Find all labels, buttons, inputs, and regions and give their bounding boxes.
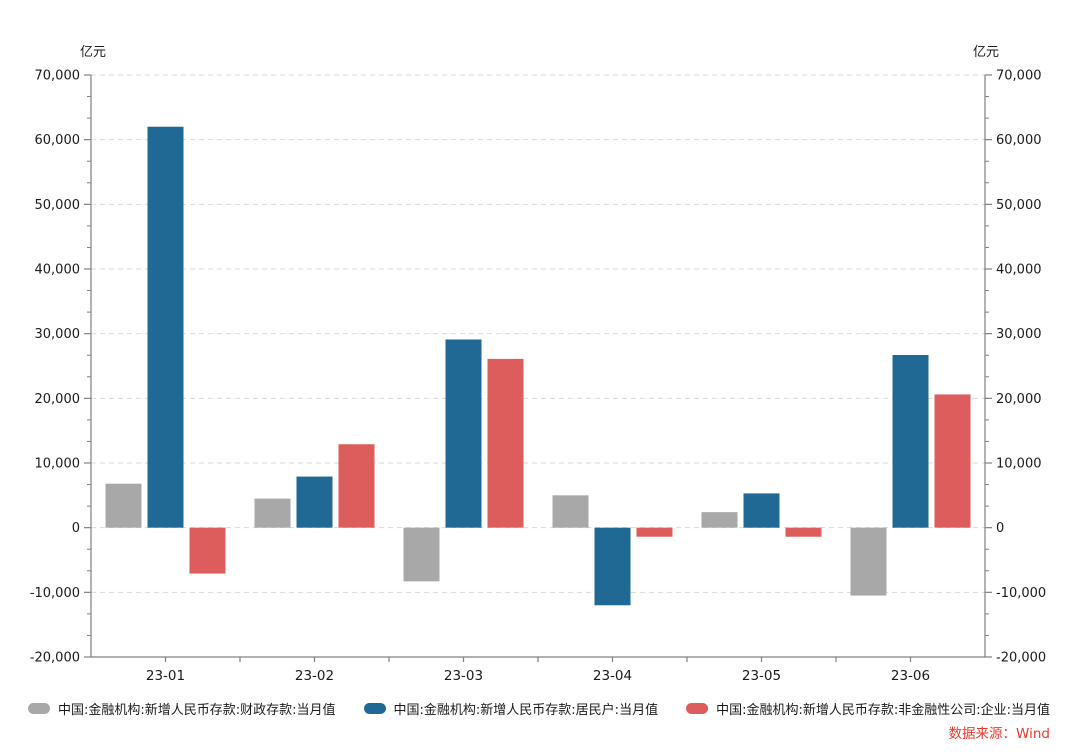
legend-item-corporate-deposits: 中国:金融机构:新增人民币存款:非金融性公司:企业:当月值 <box>686 699 1050 718</box>
y-tick-label-right: 70,000 <box>996 69 1042 84</box>
bar <box>636 527 673 537</box>
y-tick-label-left: 0 <box>72 521 80 536</box>
bar <box>552 495 589 528</box>
bar-chart: 亿元 亿元 70,000 70,000 60,000 60,000 50,000 50,0… <box>30 45 1046 685</box>
y-tick-label-left: 10,000 <box>35 457 81 472</box>
bar <box>147 126 184 528</box>
y-tick-label-right: 50,000 <box>996 198 1042 213</box>
y-tick-label-right: 10,000 <box>996 457 1042 472</box>
x-tick-label: 23-03 <box>444 668 483 684</box>
bar <box>296 476 333 528</box>
y-tick-label-left: 50,000 <box>35 198 81 213</box>
bar <box>254 498 291 528</box>
bar <box>338 444 375 528</box>
bar <box>189 527 226 574</box>
legend-swatch-fiscal <box>28 703 50 714</box>
y-tick-label-left: 40,000 <box>35 263 81 278</box>
chart-canvas: 70,000 70,000 60,000 60,000 50,000 50,000 40,0… <box>30 69 1046 685</box>
legend-swatch-corporate <box>686 703 709 714</box>
y-tick-label-left: 30,000 <box>35 327 81 342</box>
bar <box>701 512 738 528</box>
x-tick-label: 23-01 <box>146 668 185 684</box>
x-tick-label: 23-05 <box>742 668 781 684</box>
y-tick-label-right: 0 <box>996 521 1004 536</box>
bar <box>850 527 887 596</box>
bar <box>934 394 971 528</box>
y-tick-label-left: 70,000 <box>35 69 81 84</box>
legend-label-corporate: 中国:金融机构:新增人民币存款:非金融性公司:企业:当月值 <box>716 703 1050 718</box>
y-tick-label-left: -20,000 <box>30 651 80 666</box>
bar <box>594 527 631 606</box>
bar <box>785 527 822 537</box>
bar <box>105 483 142 528</box>
legend-swatch-household <box>363 703 386 714</box>
y-tick-label-right: 30,000 <box>996 327 1042 342</box>
x-tick-label: 23-04 <box>593 668 632 684</box>
bar <box>487 358 524 528</box>
y-tick-label-left: -10,000 <box>30 586 80 601</box>
bar <box>403 527 440 582</box>
bar <box>445 339 482 528</box>
y-tick-label-right: 20,000 <box>996 392 1042 407</box>
y-tick-label-right: 60,000 <box>996 133 1042 148</box>
y-tick-label-left: 60,000 <box>35 133 81 148</box>
y-axis-unit-right: 亿元 <box>973 45 1000 60</box>
y-tick-label-right: -10,000 <box>996 586 1046 601</box>
source-note: 数据来源：Wind <box>948 726 1050 742</box>
legend: 中国:金融机构:新增人民币存款:财政存款:当月值 中国:金融机构:新增人民币存款… <box>0 699 1080 718</box>
legend-label-fiscal: 中国:金融机构:新增人民币存款:财政存款:当月值 <box>58 703 336 718</box>
x-tick-label: 23-06 <box>891 668 930 684</box>
y-tick-label-right: -20,000 <box>996 651 1046 666</box>
y-tick-label-right: 40,000 <box>996 263 1042 278</box>
legend-label-household: 中国:金融机构:新增人民币存款:居民户:当月值 <box>393 703 659 718</box>
x-tick-label: 23-02 <box>295 668 334 684</box>
y-axis-unit-left: 亿元 <box>80 45 107 60</box>
bar <box>892 355 929 528</box>
bar <box>743 493 780 528</box>
legend-item-fiscal-deposits: 中国:金融机构:新增人民币存款:财政存款:当月值 <box>28 699 336 718</box>
y-tick-label-left: 20,000 <box>35 392 81 407</box>
legend-item-household-deposits: 中国:金融机构:新增人民币存款:居民户:当月值 <box>363 699 659 718</box>
